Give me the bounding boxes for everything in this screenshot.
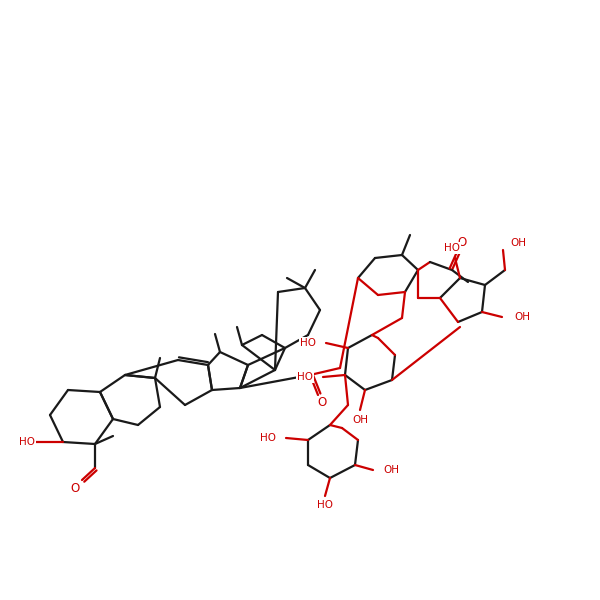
Text: HO: HO: [444, 243, 460, 253]
Text: HO: HO: [300, 338, 316, 348]
Text: OH: OH: [510, 238, 526, 248]
Text: HO: HO: [19, 437, 35, 447]
Text: HO: HO: [317, 500, 333, 510]
Text: HO: HO: [260, 433, 276, 443]
Text: OH: OH: [514, 312, 530, 322]
Text: OH: OH: [383, 465, 399, 475]
Text: HO: HO: [297, 372, 313, 382]
Text: O: O: [457, 235, 467, 248]
Text: OH: OH: [352, 415, 368, 425]
Text: O: O: [317, 397, 326, 409]
Text: O: O: [70, 481, 80, 494]
